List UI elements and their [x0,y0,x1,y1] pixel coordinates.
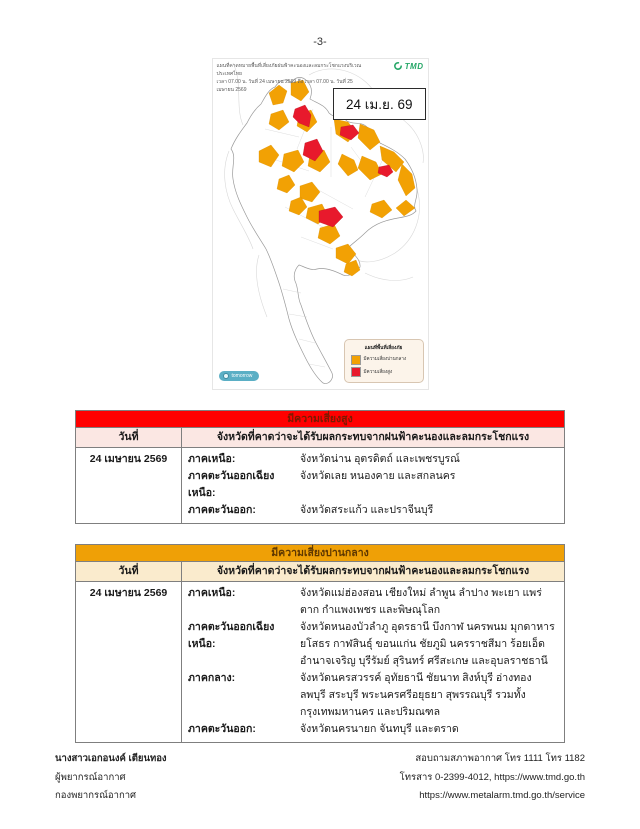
medium-risk-areas [258,79,415,277]
forecaster-title: ผู้พยากรณ์อากาศ [55,771,126,783]
provinces-value: จังหวัดน่าน อุตรดิตถ์ และเพชรบูรณ์ [300,453,460,465]
high-risk-table-title: มีความเสี่ยงสูง [76,411,564,428]
region-label: ภาคตะวันออกเฉียงเหนือ: [188,621,275,650]
footer-forecaster: นางสาวเอกอนงค์ เตียนทอง ผู้พยากรณ์อากาศ … [55,750,167,806]
table-row: ภาคตะวันออกเฉียงเหนือ: จังหวัดหนองบัวลำภ… [188,619,558,670]
thailand-map [223,62,424,384]
provinces-value: จังหวัดหนองบัวลำภู อุดรธานี บึงกาฬ นครพน… [300,621,555,667]
forecast-map: แผนที่คาดหมายพื้นที่เสี่ยงภัยฝนฟ้าคะนองแ… [211,58,429,390]
column-header-provinces: จังหวัดที่คาดว่าจะได้รับผลกระทบจากฝนฟ้าค… [216,565,530,577]
tmd-logo: TMD [393,61,424,71]
forecaster-division: กองพยากรณ์อากาศ [55,790,137,802]
map-caption-line2: เวลา 07.00 น. วันที่ 24 เมษายน 2569 ถึง … [216,79,353,93]
column-header-date: วันที่ [76,428,182,447]
column-header-date: วันที่ [76,562,182,581]
region-label: ภาคเหนือ: [188,587,236,599]
tmd-swirl-icon [393,62,402,70]
provinces-value: จังหวัดนครสวรรค์ อุทัยธานี ชัยนาท สิงห์บ… [300,672,532,718]
high-risk-swatch [350,367,361,377]
high-risk-table: มีความเสี่ยงสูง วันที่ จังหวัดที่คาดว่าจ… [75,410,565,524]
date-cell: 24 เมษายน 2569 [76,582,182,742]
table-row: ภาคกลาง: จังหวัดนครสวรรค์ อุทัยธานี ชัยน… [188,670,558,721]
provinces-value: จังหวัดแม่ฮ่องสอน เชียงใหม่ ลำพูน ลำปาง … [300,587,542,616]
region-label: ภาคเหนือ: [188,453,236,465]
contact-phone: สอบถามสภาพอากาศ โทร 1111 โทร 1182 [415,753,585,764]
region-label: ภาคตะวันออก: [188,504,256,516]
date-cell: 24 เมษายน 2569 [76,448,182,523]
legend-title: แผนที่พื้นที่เสี่ยงภัย [364,345,403,351]
provinces-value: จังหวัดสระแก้ว และปราจีนบุรี [300,504,434,516]
legend-item-high: มีความเสี่ยงสูง [350,367,417,377]
contact-service-url: https://www.metalarm.tmd.go.th/service [419,790,585,802]
high-risk-areas [292,104,393,228]
tomorrow-badge: tomorrow [218,371,260,381]
legend-label: มีความเสี่ยงสูง [363,368,393,374]
tmd-logo-text: TMD [404,61,424,71]
table-row: ภาคตะวันออกเฉียงเหนือ: จังหวัดเลย หนองคา… [188,468,558,502]
footer-contact: สอบถามสภาพอากาศ โทร 1111 โทร 1182 โทรสาร… [400,750,585,806]
region-label: ภาคตะวันออก: [188,723,256,735]
medium-risk-table-body: 24 เมษายน 2569 ภาคเหนือ: จังหวัดแม่ฮ่องส… [76,582,564,742]
legend-label: มีความเสี่ยงปานกลาง [363,356,407,361]
table-row: ภาคเหนือ: จังหวัดแม่ฮ่องสอน เชียงใหม่ ลำ… [188,585,558,619]
provinces-value: จังหวัดเลย หนองคาย และสกลนคร [300,470,456,482]
region-label: ภาคกลาง: [188,672,236,684]
contact-fax-url: โทรสาร 0-2399-4012, https://www.tmd.go.t… [399,771,585,783]
regions-cell: ภาคเหนือ: จังหวัดแม่ฮ่องสอน เชียงใหม่ ลำ… [182,582,564,742]
map-caption-line1: แผนที่คาดหมายพื้นที่เสี่ยงภัยฝนฟ้าคะนองแ… [216,63,362,77]
table-row: ภาคเหนือ: จังหวัดน่าน อุตรดิตถ์ และเพชรบ… [188,451,558,468]
forecaster-name: นางสาวเอกอนงค์ เตียนทอง [55,753,167,764]
medium-risk-table: มีความเสี่ยงปานกลาง วันที่ จังหวัดที่คาด… [75,544,565,743]
medium-risk-table-header: วันที่ จังหวัดที่คาดว่าจะได้รับผลกระทบจา… [76,562,564,582]
table-row: ภาคตะวันออก: จังหวัดสระแก้ว และปราจีนบุร… [188,502,558,519]
medium-risk-swatch [350,354,361,365]
page-number: -3- [313,36,327,48]
provinces-value: จังหวัดนครนายก จันทบุรี และตราด [300,723,459,735]
region-label: ภาคตะวันออกเฉียงเหนือ: [188,470,275,499]
high-risk-table-header: วันที่ จังหวัดที่คาดว่าจะได้รับผลกระทบจา… [76,428,564,448]
map-legend: แผนที่พื้นที่เสี่ยงภัย มีความเสี่ยงปานกล… [343,338,424,383]
regions-cell: ภาคเหนือ: จังหวัดน่าน อุตรดิตถ์ และเพชรบ… [182,448,564,523]
legend-item-medium: มีความเสี่ยงปานกลาง [350,354,417,365]
page-footer: นางสาวเอกอนงค์ เตียนทอง ผู้พยากรณ์อากาศ … [0,750,640,806]
high-risk-table-body: 24 เมษายน 2569 ภาคเหนือ: จังหวัดน่าน อุต… [76,448,564,523]
map-date-box: 24 เม.ย. 69 [333,88,426,120]
table-row: ภาคตะวันออก: จังหวัดนครนายก จันทบุรี และ… [188,721,558,738]
medium-risk-table-title: มีความเสี่ยงปานกลาง [76,545,564,562]
map-caption: แผนที่คาดหมายพื้นที่เสี่ยงภัยฝนฟ้าคะนองแ… [217,62,367,94]
badge-circle-icon [222,373,229,379]
column-header-provinces: จังหวัดที่คาดว่าจะได้รับผลกระทบจากฝนฟ้าค… [216,431,530,443]
badge-text: tomorrow [231,373,253,379]
